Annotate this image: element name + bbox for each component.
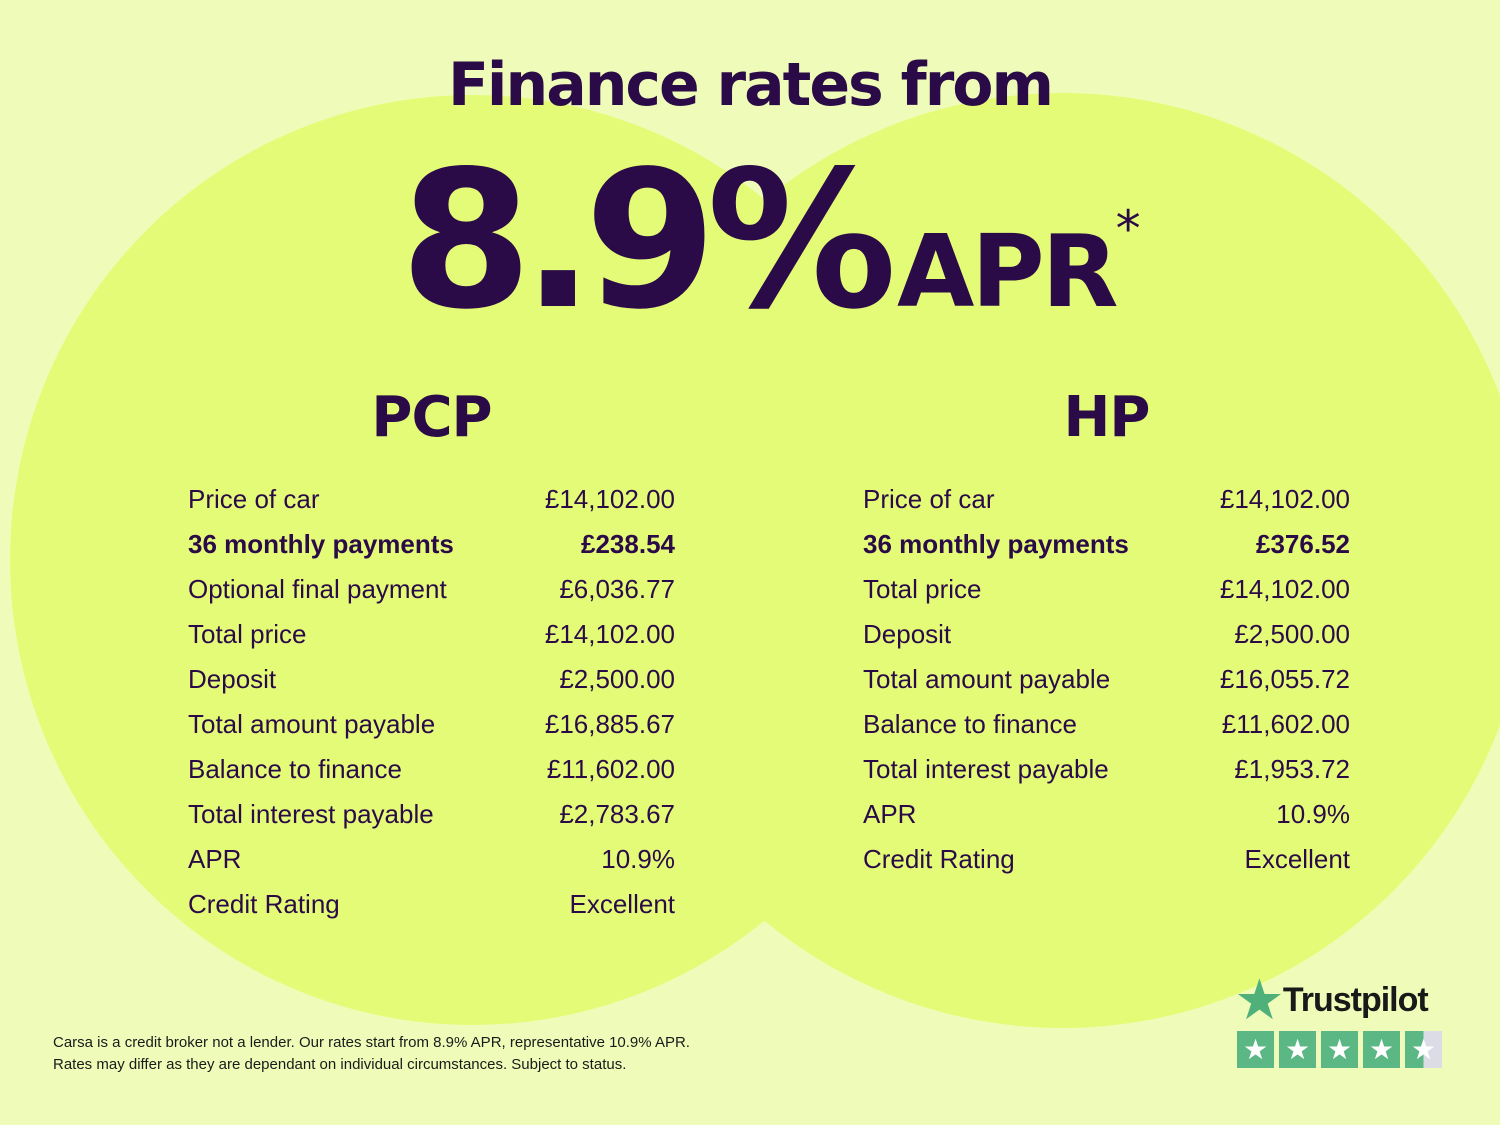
decorative-circle-right <box>595 93 1500 1028</box>
pcp-row: APR 10.9% <box>188 837 675 882</box>
row-value: £2,500.00 <box>1234 619 1350 649</box>
row-label: Optional final payment <box>188 574 447 604</box>
rating-star-icon: ★ <box>1237 1031 1274 1068</box>
row-label: Total price <box>188 619 307 649</box>
rate-value: 8.9% <box>400 130 897 351</box>
pcp-row: Total interest payable £2,783.67 <box>188 792 675 837</box>
hp-row: 36 monthly payments £376.52 <box>863 522 1350 567</box>
disclaimer: Carsa is a credit broker not a lender. O… <box>53 1032 690 1076</box>
row-value: £376.52 <box>1256 529 1350 559</box>
trustpilot-star-icon: ★ <box>1237 972 1282 1028</box>
disclaimer-line-2: Rates may differ as they are dependant o… <box>53 1056 627 1073</box>
pcp-row: 36 monthly payments £238.54 <box>188 522 675 567</box>
apr-label: APR <box>896 213 1119 330</box>
row-label: Price of car <box>863 484 995 514</box>
rating-star-icon: ★ <box>1405 1031 1442 1068</box>
pcp-table: PCP Price of car £14,102.00 36 monthly pay… <box>188 385 675 927</box>
row-value: Excellent <box>1244 844 1351 874</box>
row-value: Excellent <box>569 889 676 919</box>
row-value: £2,783.67 <box>559 799 675 829</box>
row-value: £14,102.00 <box>544 484 675 514</box>
hp-heading: HP <box>1063 385 1151 450</box>
pcp-row: Total amount payable £16,885.67 <box>188 702 675 747</box>
asterisk: * <box>1115 200 1141 258</box>
hp-row: Total price £14,102.00 <box>863 567 1350 612</box>
row-label: Balance to finance <box>188 754 402 784</box>
pcp-row: Credit Rating Excellent <box>188 882 675 927</box>
rate-display: 8.9% APR* <box>400 130 1141 351</box>
trustpilot-rating: ★ ★ ★ ★ ★ <box>1237 1031 1442 1068</box>
row-label: Total amount payable <box>863 664 1111 694</box>
row-value: 10.9% <box>1276 799 1350 829</box>
hp-row: Price of car £14,102.00 <box>863 477 1350 522</box>
row-label: Total interest payable <box>188 799 434 829</box>
hp-row: Total amount payable £16,055.72 <box>863 657 1350 702</box>
row-label: 36 monthly payments <box>863 529 1129 559</box>
row-label: Credit Rating <box>188 889 340 919</box>
headline: Finance rates from <box>447 50 1054 120</box>
trustpilot-badge[interactable]: ★ Trustpilot ★ ★ ★ ★ ★ <box>1237 975 1442 1068</box>
pcp-row: Price of car £14,102.00 <box>188 477 675 522</box>
hp-row: Balance to finance £11,602.00 <box>863 702 1350 747</box>
rating-star-icon: ★ <box>1321 1031 1358 1068</box>
row-value: £11,602.00 <box>546 754 675 784</box>
pcp-row: Optional final payment £6,036.77 <box>188 567 675 612</box>
row-label: Deposit <box>863 619 952 649</box>
disclaimer-line-1: Carsa is a credit broker not a lender. O… <box>53 1034 690 1051</box>
row-value: 10.9% <box>601 844 675 874</box>
row-label: Total amount payable <box>188 709 436 739</box>
pcp-heading: PCP <box>371 385 492 450</box>
row-value: £2,500.00 <box>559 664 675 694</box>
row-label: Total interest payable <box>863 754 1109 784</box>
row-value: £6,036.77 <box>559 574 675 604</box>
hp-row: Credit Rating Excellent <box>863 837 1350 882</box>
row-value: £14,102.00 <box>1219 574 1350 604</box>
pcp-row: Deposit £2,500.00 <box>188 657 675 702</box>
row-value: £14,102.00 <box>1219 484 1350 514</box>
row-label: Deposit <box>188 664 277 694</box>
pcp-row: Balance to finance £11,602.00 <box>188 747 675 792</box>
row-label: 36 monthly payments <box>188 529 454 559</box>
row-value: £11,602.00 <box>1221 709 1350 739</box>
row-value: £1,953.72 <box>1234 754 1350 784</box>
row-value: £16,055.72 <box>1219 664 1350 694</box>
hp-row: Total interest payable £1,953.72 <box>863 747 1350 792</box>
row-label: Price of car <box>188 484 320 514</box>
rating-star-icon: ★ <box>1279 1031 1316 1068</box>
hp-row: Deposit £2,500.00 <box>863 612 1350 657</box>
row-value: £16,885.67 <box>544 709 675 739</box>
row-label: Balance to finance <box>863 709 1077 739</box>
hp-table: HP Price of car £14,102.00 36 monthly paym… <box>863 385 1350 882</box>
row-label: APR <box>188 844 242 874</box>
row-value: £238.54 <box>581 529 675 559</box>
row-label: Credit Rating <box>863 844 1015 874</box>
pcp-row: Total price £14,102.00 <box>188 612 675 657</box>
row-label: APR <box>863 799 917 829</box>
row-label: Total price <box>863 574 982 604</box>
trustpilot-name: Trustpilot <box>1282 980 1429 1019</box>
rating-star-icon: ★ <box>1363 1031 1400 1068</box>
hp-row: APR 10.9% <box>863 792 1350 837</box>
row-value: £14,102.00 <box>544 619 675 649</box>
